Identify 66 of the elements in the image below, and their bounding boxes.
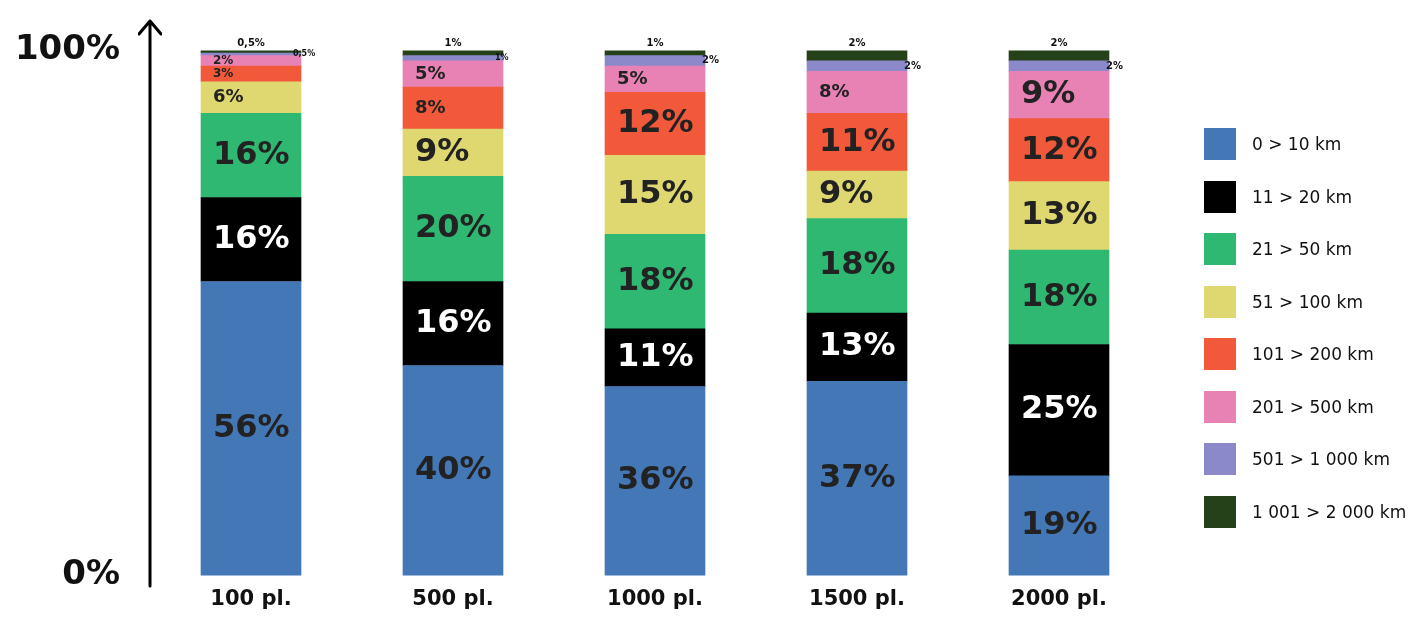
data-label: 18%	[617, 259, 694, 298]
data-label: 13%	[819, 325, 896, 364]
data-label: 16%	[213, 133, 290, 172]
bar	[1008, 50, 1110, 62]
data-label: 15%	[617, 173, 694, 212]
data-label: 13%	[1021, 194, 1098, 233]
y-tick-label: 100%	[14, 27, 120, 68]
data-label: 2%	[1106, 59, 1123, 71]
data-label: 9%	[819, 173, 874, 212]
data-label: 0,5%	[293, 49, 316, 59]
data-label: 1%	[444, 36, 462, 48]
bar	[604, 386, 706, 576]
data-label: 16%	[213, 217, 290, 256]
data-label: 12%	[1021, 128, 1098, 167]
legend-label: 101 > 200 km	[1252, 344, 1374, 365]
data-label: 5%	[415, 61, 446, 83]
bar	[806, 50, 908, 62]
x-tick-label: 1000 pl.	[607, 585, 703, 610]
data-label: 1%	[646, 36, 664, 48]
data-label: 36%	[617, 459, 694, 498]
data-label: 11%	[617, 335, 694, 374]
data-label: 8%	[415, 95, 446, 117]
data-label: 2%	[848, 36, 866, 48]
bar	[200, 281, 302, 576]
data-label: 0,5%	[237, 36, 265, 48]
bar	[1008, 475, 1110, 576]
data-label: 18%	[1021, 275, 1098, 314]
data-label: 9%	[1021, 73, 1076, 112]
data-label: 37%	[819, 456, 896, 495]
data-label: 2%	[213, 53, 234, 68]
data-label: 56%	[213, 406, 290, 445]
x-tick-label: 2000 pl.	[1011, 585, 1107, 610]
data-label: 25%	[1021, 388, 1098, 427]
data-label: 12%	[617, 102, 694, 141]
data-label: 18%	[819, 244, 896, 283]
bar	[1008, 344, 1110, 477]
x-tick-label: 500 pl.	[412, 585, 494, 610]
x-tick-label: 100 pl.	[210, 585, 292, 610]
legend-label: 201 > 500 km	[1252, 396, 1374, 417]
data-label: 6%	[213, 85, 244, 107]
bar	[200, 65, 302, 83]
data-label: 3%	[213, 66, 234, 81]
legend-label: 11 > 20 km	[1252, 186, 1353, 207]
data-label: 5%	[617, 66, 648, 88]
data-label: 16%	[415, 301, 492, 340]
bar	[806, 71, 908, 114]
data-label: 2%	[1050, 36, 1068, 48]
data-label: 2%	[904, 59, 921, 71]
y-tick-label: 0%	[62, 552, 120, 593]
legend-label: 1 001 > 2 000 km	[1252, 501, 1407, 522]
legend-label: 21 > 50 km	[1252, 239, 1353, 260]
legend-label: 501 > 1 000 km	[1252, 449, 1390, 470]
data-label: 2%	[702, 54, 719, 66]
data-label: 19%	[1021, 504, 1098, 543]
bar	[402, 365, 504, 576]
bar	[402, 86, 504, 130]
legend-label: 51 > 100 km	[1252, 291, 1363, 312]
data-label: 40%	[415, 448, 492, 487]
data-label: 9%	[415, 131, 470, 170]
data-label: 11%	[819, 120, 896, 159]
data-label: 8%	[819, 80, 850, 102]
bar	[402, 176, 504, 282]
data-label: 20%	[415, 207, 492, 246]
bar	[806, 380, 908, 576]
legend-label: 0 > 10 km	[1252, 134, 1342, 155]
x-tick-label: 1500 pl.	[809, 585, 905, 610]
